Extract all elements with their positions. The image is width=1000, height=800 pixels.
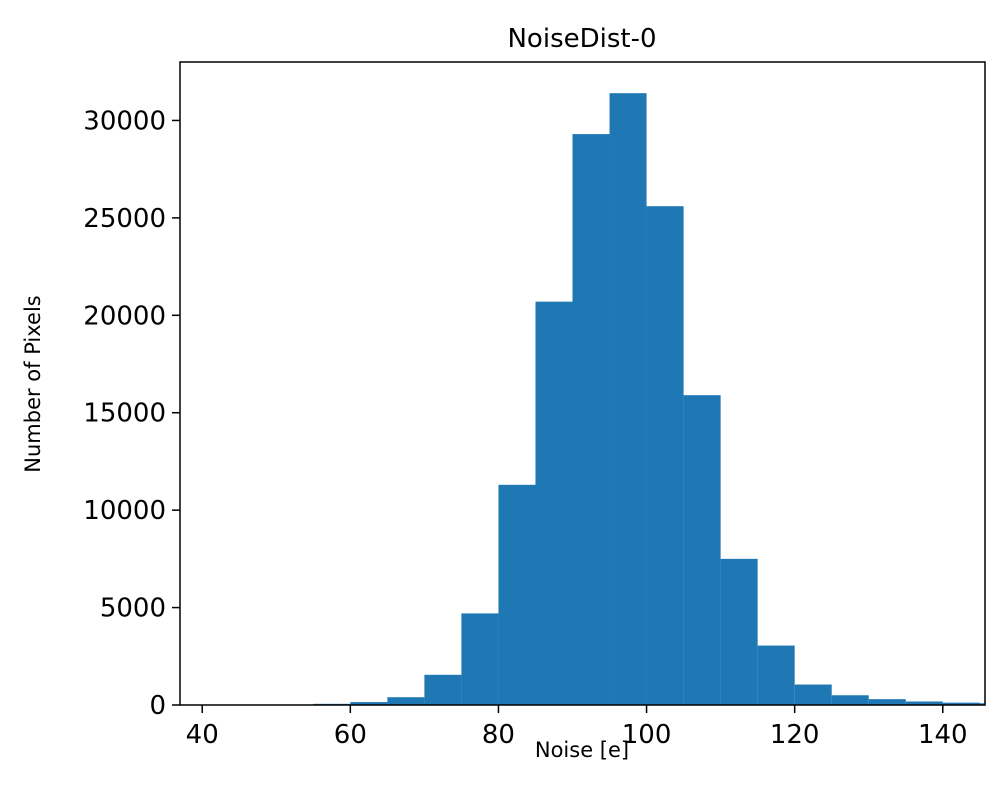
histogram-bar xyxy=(794,684,832,705)
x-tick-label: 40 xyxy=(186,720,219,750)
histogram-bars xyxy=(313,93,985,705)
x-tick-label: 80 xyxy=(482,720,515,750)
y-axis-label: Number of Pixels xyxy=(21,295,45,472)
histogram-bar xyxy=(646,206,684,705)
plot-border xyxy=(179,61,986,706)
histogram-bar xyxy=(387,697,425,705)
histogram-bar xyxy=(350,702,388,705)
histogram-bar xyxy=(942,702,980,705)
histogram-bar xyxy=(831,695,869,705)
y-tick-label: 15000 xyxy=(83,399,166,429)
histogram-bar xyxy=(609,93,647,705)
y-tick-label: 10000 xyxy=(83,496,166,526)
x-tick-label: 100 xyxy=(622,720,672,750)
y-tick-label: 0 xyxy=(149,691,166,721)
x-tick-label: 140 xyxy=(918,720,968,750)
histogram-bar xyxy=(979,703,985,705)
histogram-bar xyxy=(683,395,721,705)
histogram-bar xyxy=(424,674,462,705)
histogram-bar xyxy=(498,484,536,705)
chart-title: NoiseDist-0 xyxy=(507,24,656,54)
histogram-bar xyxy=(905,701,943,705)
y-tick-label: 5000 xyxy=(100,594,166,624)
y-tick-label: 20000 xyxy=(83,301,166,331)
y-tick-label: 30000 xyxy=(83,106,166,136)
x-tick-label: 60 xyxy=(334,720,367,750)
axis-ticks: 40 60 80 100 120 140 0 5000 10000 15000 20000 25000… xyxy=(83,106,967,750)
y-tick-label: 25000 xyxy=(83,204,166,234)
histogram-bar xyxy=(461,613,499,705)
histogram-bar xyxy=(535,301,573,705)
x-axis-label: Noise [e] xyxy=(535,738,629,762)
histogram-bar xyxy=(868,699,906,705)
x-tick-label: 120 xyxy=(770,720,820,750)
histogram-bar xyxy=(757,645,795,705)
histogram-bar xyxy=(572,134,610,705)
histogram-bar xyxy=(720,558,758,705)
